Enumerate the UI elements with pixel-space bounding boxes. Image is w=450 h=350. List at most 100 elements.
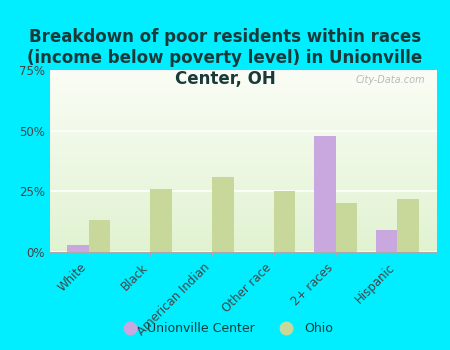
Bar xyxy=(50,214,436,216)
Bar xyxy=(50,126,436,128)
Bar xyxy=(50,250,436,252)
Bar xyxy=(50,105,436,106)
Bar xyxy=(50,212,436,214)
Bar xyxy=(50,230,436,232)
Bar xyxy=(50,216,436,217)
Bar xyxy=(50,248,436,250)
Bar xyxy=(50,167,436,168)
Bar xyxy=(50,128,436,130)
Bar xyxy=(50,103,436,105)
Bar xyxy=(50,185,436,187)
Bar xyxy=(50,206,436,208)
Text: Breakdown of poor residents within races
(income below poverty level) in Unionvi: Breakdown of poor residents within races… xyxy=(27,28,423,88)
Bar xyxy=(50,130,436,132)
Bar xyxy=(50,194,436,196)
Bar xyxy=(50,236,436,237)
Bar xyxy=(50,132,436,134)
Bar xyxy=(50,221,436,223)
Bar xyxy=(50,179,436,181)
Bar xyxy=(50,135,436,137)
Bar xyxy=(50,159,436,161)
Bar xyxy=(50,190,436,192)
Bar xyxy=(50,163,436,164)
Bar xyxy=(89,220,110,252)
Bar xyxy=(50,208,436,210)
Bar xyxy=(50,83,436,85)
Bar xyxy=(50,117,436,119)
Bar xyxy=(50,183,436,185)
Bar xyxy=(50,237,436,239)
Bar xyxy=(150,189,172,252)
Bar xyxy=(50,210,436,212)
Bar xyxy=(50,161,436,163)
Bar xyxy=(50,243,436,245)
Bar xyxy=(50,196,436,197)
Bar xyxy=(50,201,436,203)
Bar xyxy=(50,116,436,117)
Bar xyxy=(50,145,436,146)
Bar xyxy=(50,245,436,246)
Bar xyxy=(50,106,436,108)
Bar xyxy=(50,197,436,199)
Bar xyxy=(50,225,436,226)
Bar xyxy=(50,232,436,234)
Bar xyxy=(50,181,436,183)
Bar xyxy=(50,85,436,86)
Bar xyxy=(50,101,436,103)
Bar xyxy=(50,146,436,148)
Bar xyxy=(50,121,436,123)
Text: City-Data.com: City-Data.com xyxy=(355,76,425,85)
Bar xyxy=(50,139,436,141)
Bar xyxy=(50,158,436,159)
Bar xyxy=(50,108,436,110)
Bar xyxy=(50,99,436,101)
Bar xyxy=(212,177,234,252)
Bar xyxy=(50,134,436,135)
Bar xyxy=(50,96,436,97)
Bar xyxy=(50,90,436,92)
Bar xyxy=(50,234,436,236)
Bar xyxy=(50,92,436,94)
Bar xyxy=(50,141,436,143)
Bar xyxy=(50,170,436,172)
Bar xyxy=(67,245,89,252)
Bar xyxy=(50,164,436,167)
Bar xyxy=(50,72,436,74)
Bar xyxy=(50,219,436,221)
Bar xyxy=(50,137,436,139)
Legend: Unionville Center, Ohio: Unionville Center, Ohio xyxy=(112,317,338,340)
Bar xyxy=(50,155,436,158)
Bar xyxy=(50,74,436,76)
Bar xyxy=(50,226,436,228)
Bar xyxy=(50,70,436,72)
Bar xyxy=(50,187,436,188)
Bar xyxy=(50,114,436,116)
Bar xyxy=(376,230,397,252)
Bar xyxy=(50,188,436,190)
Bar xyxy=(397,198,419,252)
Bar xyxy=(50,148,436,150)
Bar xyxy=(50,168,436,170)
Bar xyxy=(50,176,436,177)
Bar xyxy=(50,172,436,174)
Bar xyxy=(50,123,436,125)
Bar xyxy=(50,150,436,152)
Bar xyxy=(50,94,436,96)
Bar xyxy=(50,223,436,225)
Bar xyxy=(50,177,436,179)
Bar xyxy=(274,191,296,252)
Bar xyxy=(50,246,436,248)
Bar xyxy=(50,205,436,206)
Bar xyxy=(314,135,336,252)
Bar xyxy=(50,77,436,79)
Bar xyxy=(50,97,436,99)
Bar xyxy=(50,112,436,114)
Bar xyxy=(50,143,436,145)
Bar xyxy=(50,203,436,205)
Bar xyxy=(50,199,436,201)
Bar xyxy=(50,174,436,176)
Bar xyxy=(50,192,436,194)
Bar xyxy=(50,228,436,230)
Bar xyxy=(50,88,436,90)
Bar xyxy=(50,217,436,219)
